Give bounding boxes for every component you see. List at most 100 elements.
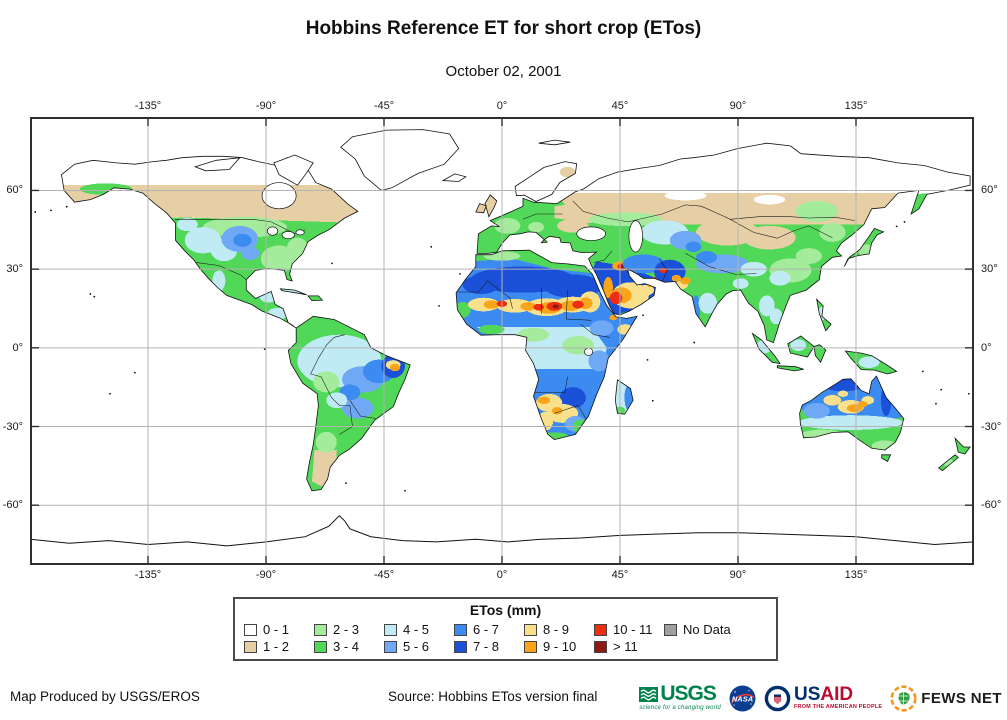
legend-item: 6 - 7 <box>454 621 524 638</box>
lat-tick-label: -60° <box>2 499 23 512</box>
legend-column: 0 - 1 1 - 2 <box>244 621 314 655</box>
coastline-eurasia <box>476 142 971 344</box>
usgs-logo: USGS science for a changing world <box>639 683 721 711</box>
country-border <box>349 400 377 419</box>
legend-swatch <box>314 623 327 636</box>
legend-title: ETos (mm) <box>469 602 542 618</box>
coastline-iceland <box>441 173 467 182</box>
island-speck <box>459 272 461 275</box>
coastline-ireland <box>475 203 487 214</box>
lon-tick-label: 135° <box>844 569 868 581</box>
coastline-tasmania <box>881 454 892 462</box>
coastline-japan <box>843 228 885 267</box>
legend-swatch <box>594 623 607 636</box>
island-speck <box>438 304 440 307</box>
partner-logos: USGS science for a changing world NASA U… <box>639 681 1002 715</box>
coastline-svalbard <box>538 139 571 146</box>
region-java <box>777 365 804 371</box>
lat-tick-label: 30° <box>981 263 998 276</box>
legend-swatch <box>594 640 607 653</box>
country-border <box>580 323 610 338</box>
legend-column: 4 - 5 5 - 6 <box>384 621 454 655</box>
region-svalbard <box>538 140 571 145</box>
lon-tick-label: 90° <box>729 569 747 581</box>
legend-grid: 0 - 1 1 - 2 2 - 3 3 - 4 4 - 5 5 - 6 6 - 7 7 - 8… <box>235 618 776 655</box>
island-speck <box>940 388 943 391</box>
water-body <box>576 226 606 241</box>
region-ireland <box>475 203 487 213</box>
island-speck <box>50 209 52 212</box>
country-border <box>522 213 563 220</box>
lon-tick-label: -45° <box>373 569 395 581</box>
usgs-wave-icon <box>639 686 659 702</box>
lon-tick-label: 45° <box>611 569 629 581</box>
island-speck <box>642 314 644 317</box>
lat-tick-label: 60° <box>6 184 23 197</box>
map-date: October 02, 2001 <box>445 63 562 80</box>
coastline-borneo <box>787 335 815 358</box>
coastline-sulawesi <box>813 344 827 363</box>
lon-tick-label: 135° <box>844 100 868 112</box>
island-speck <box>65 205 68 208</box>
coastline-greenland <box>340 129 460 191</box>
water-body <box>628 220 643 253</box>
country-border <box>554 405 587 419</box>
usaid-tagline: FROM THE AMERICAN PEOPLE <box>793 703 883 710</box>
nasa-wordmark: NASA <box>732 694 753 703</box>
region-hispaniola <box>308 295 323 301</box>
lon-tick-label: -90° <box>255 100 277 112</box>
produced-by-text: Map Produced by USGS/EROS <box>10 689 200 704</box>
legend-label: No Data <box>683 622 731 637</box>
island-speck <box>903 221 906 223</box>
coastline-africa <box>455 249 638 441</box>
lat-tick-label: 0° <box>981 341 992 354</box>
fewsnet-wordmark: FEWS NET <box>921 689 1002 707</box>
coastline-new-zealand-south <box>937 454 959 472</box>
lat-tick-label: -60° <box>981 499 1002 512</box>
coastline-baffin-island <box>273 154 314 186</box>
legend-swatch <box>244 640 257 653</box>
legend-item: 5 - 6 <box>384 638 454 655</box>
country-border <box>685 253 757 275</box>
legend-item: 8 - 9 <box>524 621 594 638</box>
legend-swatch <box>524 623 537 636</box>
legend-label: 1 - 2 <box>263 639 290 654</box>
country-border <box>194 262 247 281</box>
fewsnet-globe-icon <box>890 684 917 712</box>
region-iceland <box>443 173 466 182</box>
country-border <box>457 280 513 309</box>
legend-column: 2 - 3 3 - 4 <box>314 621 384 655</box>
coastline-antarctica <box>29 514 975 547</box>
country-border <box>729 219 833 239</box>
island-speck <box>93 295 96 298</box>
country-border <box>572 200 855 223</box>
legend-label: 5 - 6 <box>403 639 430 654</box>
world-map-canvas <box>29 117 975 565</box>
island-speck <box>430 245 433 248</box>
legend-swatch <box>454 623 467 636</box>
island-speck <box>345 482 347 485</box>
legend-swatch <box>384 640 397 653</box>
coastline-hispaniola <box>307 295 324 302</box>
legend-label: 8 - 9 <box>543 622 570 637</box>
usaid-emblem-icon <box>764 685 791 711</box>
region-tasmania <box>881 454 891 462</box>
lat-tick-label: -30° <box>2 420 23 433</box>
legend-swatch <box>664 623 677 636</box>
coastline-philippines <box>816 298 832 332</box>
island-speck <box>935 402 937 405</box>
lon-tick-label: 0° <box>496 569 508 581</box>
lat-tick-label: -30° <box>981 420 1002 433</box>
island-speck <box>133 371 136 374</box>
legend-label: 9 - 10 <box>543 639 577 654</box>
coastline-sumatra <box>751 332 781 365</box>
water-body <box>281 231 295 240</box>
water-body <box>261 182 297 210</box>
island-speck <box>646 358 649 361</box>
legend-item: 7 - 8 <box>454 638 524 655</box>
legend-swatch <box>314 640 327 653</box>
usaid-wordmark: USAID <box>793 683 854 705</box>
lat-tick-label: 60° <box>981 184 998 197</box>
water-body <box>583 347 594 356</box>
lon-tick-label: -90° <box>255 569 277 581</box>
